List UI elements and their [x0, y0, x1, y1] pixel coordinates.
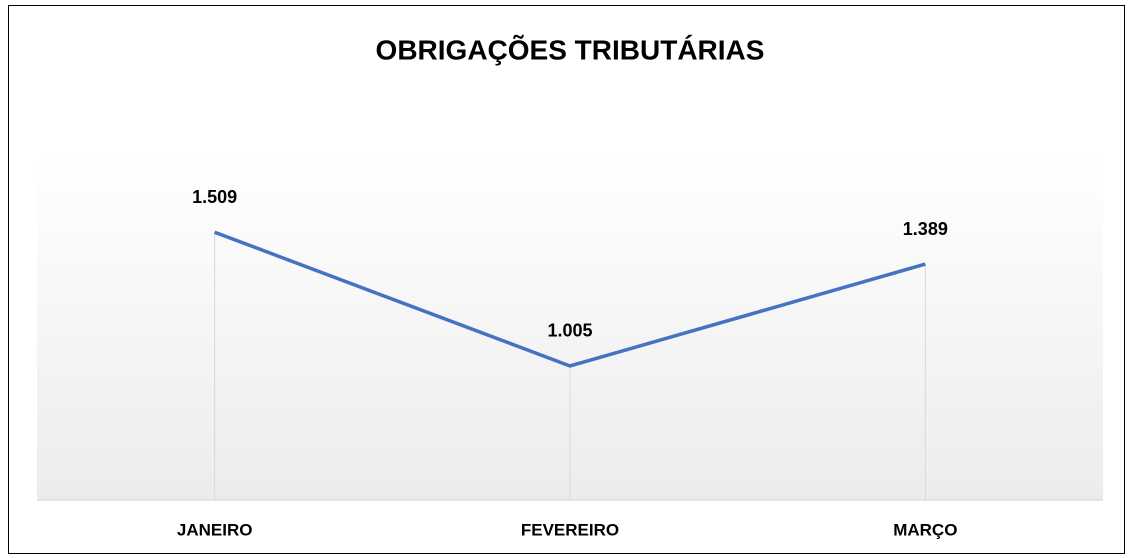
- data-line: [214, 230, 926, 368]
- chart-title: OBRIGAÇÕES TRIBUTÁRIAS: [376, 34, 765, 65]
- data-label: 1.389: [903, 219, 948, 239]
- data-label: 1.509: [192, 187, 237, 207]
- x-tick-label: FEVEREIRO: [521, 520, 619, 539]
- x-tick-label: MARÇO: [893, 520, 957, 539]
- x-tick-label: JANEIRO: [177, 520, 253, 539]
- data-label: 1.005: [547, 321, 592, 341]
